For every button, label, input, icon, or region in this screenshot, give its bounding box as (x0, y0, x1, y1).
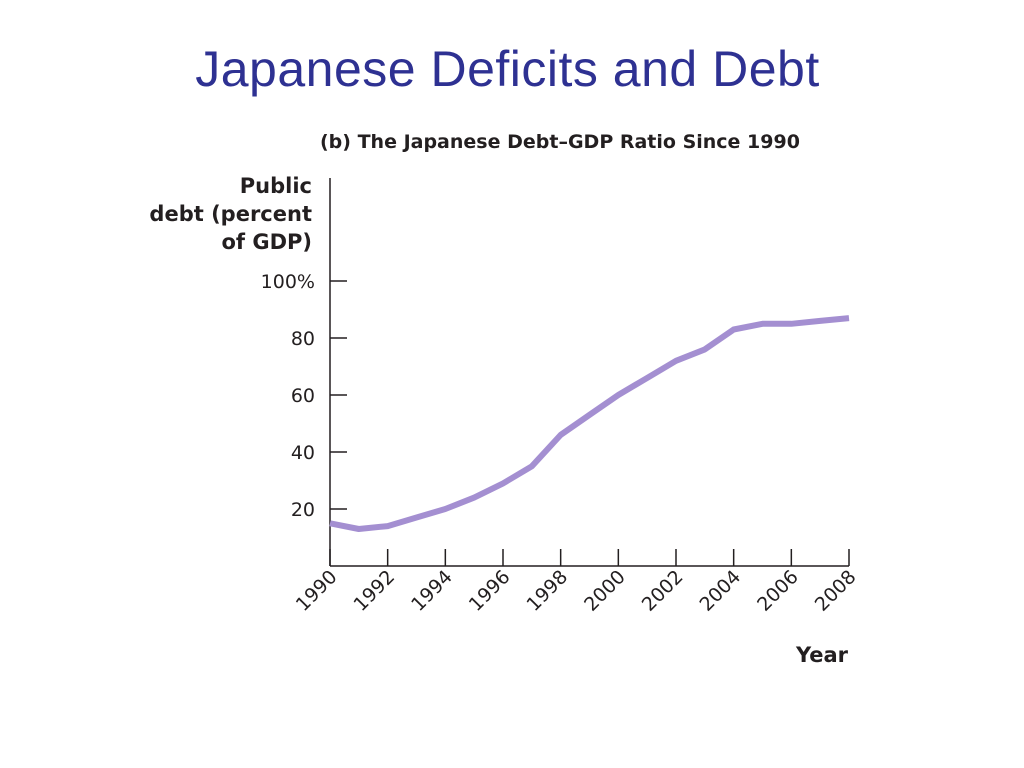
y-axis-label-line: of GDP) (221, 230, 312, 254)
x-tick-label: 2000 (580, 566, 630, 616)
x-tick-label: 2002 (638, 566, 688, 616)
slide-title: Japanese Deficits and Debt (195, 41, 820, 97)
x-tick-label: 2008 (811, 566, 861, 616)
y-tick-label: 40 (291, 442, 315, 464)
y-axis-label-line: debt (percent (149, 202, 312, 226)
y-tick-label: 100% (261, 271, 315, 293)
x-tick-label: 1994 (407, 566, 457, 616)
x-tick-label: 1998 (522, 566, 572, 616)
y-tick-label: 60 (291, 385, 315, 407)
x-axis-label: Year (795, 643, 849, 667)
x-tick-label: 1990 (292, 566, 342, 616)
x-ticks: 1990 1992 1994 1996 1998 2000 2002 2004 2006 2008 (292, 549, 861, 616)
debt-ratio-line (329, 315, 850, 532)
x-tick-label: 1996 (465, 566, 515, 616)
x-tick-label: 1992 (349, 566, 399, 616)
x-tick-label: 2006 (753, 566, 803, 616)
y-tick-label: 20 (291, 499, 315, 521)
y-ticks: 20 40 60 80 100% (261, 271, 347, 521)
x-tick-label: 2004 (695, 566, 745, 616)
chart-title: (b) The Japanese Debt–GDP Ratio Since 19… (320, 131, 800, 153)
axes (329, 178, 849, 567)
y-axis-label-line: Public (240, 174, 312, 198)
y-tick-label: 80 (291, 328, 315, 350)
series-layer (329, 315, 850, 532)
y-axis-label: Public debt (percent of GDP) (149, 174, 312, 254)
